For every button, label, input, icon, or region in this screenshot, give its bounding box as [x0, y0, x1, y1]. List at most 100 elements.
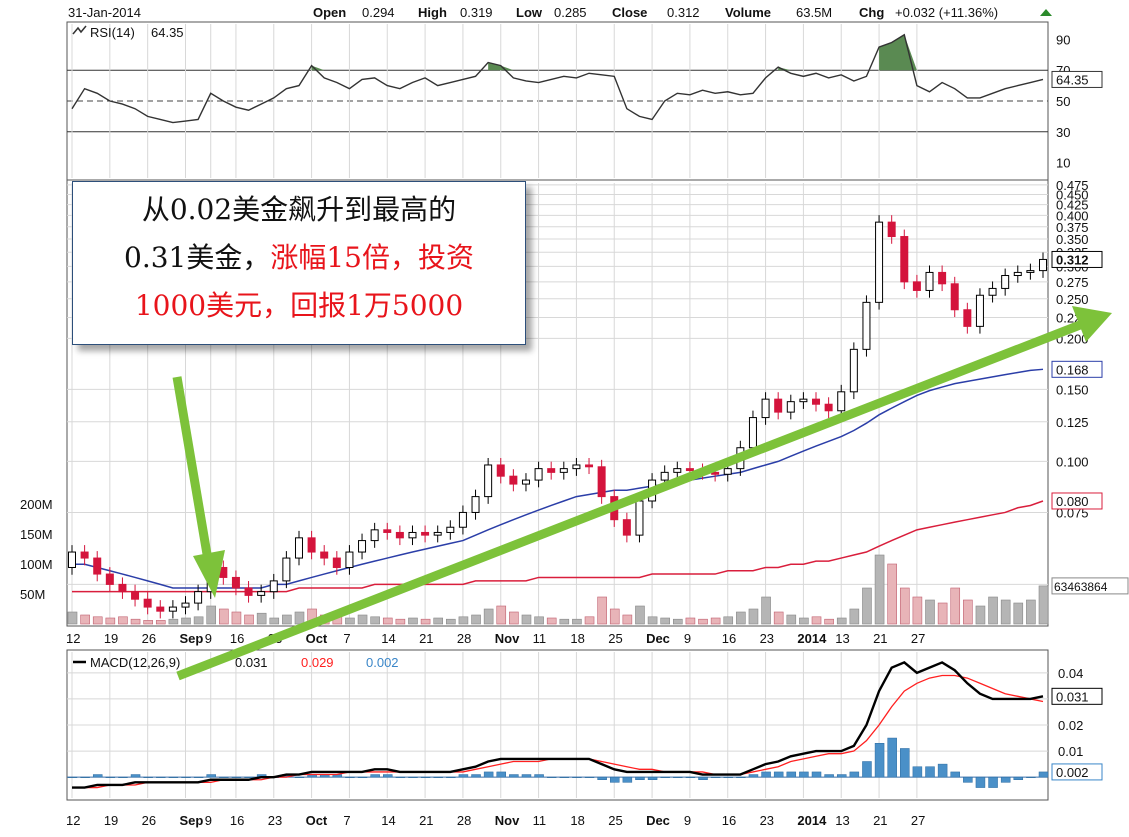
price-x-tick-label: 2014 [797, 631, 827, 646]
volume-bar [849, 608, 860, 625]
macd-histogram-bar [685, 776, 696, 778]
volume-bar [483, 608, 494, 625]
macd-histogram-bar [105, 776, 116, 778]
low-label: Low [516, 5, 543, 20]
volume-tick-label: 100M [20, 557, 53, 572]
macd-histogram-bar [597, 776, 607, 781]
price-x-tick-label: 16 [722, 631, 736, 646]
macd-histogram-bar [698, 776, 708, 781]
candle-body [950, 283, 959, 311]
candle-body [131, 591, 140, 600]
volume-tick-label: 200M [20, 497, 53, 512]
price-panel [66, 179, 1049, 627]
price-tick-label: 0.350 [1056, 232, 1089, 247]
price-tick-label: 0.400 [1056, 208, 1089, 223]
macd-x-tick-label: 18 [570, 813, 584, 828]
chg-label: Chg [859, 5, 884, 20]
rsi-layer [71, 33, 1044, 124]
candle-body [622, 519, 631, 536]
rsi-tick-label: 10 [1056, 156, 1070, 171]
macd-histogram-bar [925, 766, 935, 778]
macd-histogram-bar [824, 774, 834, 778]
volume-bar [231, 611, 242, 625]
price-badge-text: 0.312 [1056, 252, 1089, 267]
macd-x-tick-label: 13 [835, 813, 849, 828]
volume-label: Volume [725, 5, 771, 20]
price-badge [1051, 360, 1103, 378]
volume-bar [67, 611, 78, 625]
volume-bar [584, 616, 595, 625]
volume-bar [1013, 602, 1024, 625]
histogram-legend-value: 0.002 [366, 655, 399, 670]
price-badge [1051, 250, 1103, 268]
candle-body [345, 551, 354, 568]
annotation-line-3: 1000美元，回报1万5000 [134, 289, 464, 322]
volume-bar [622, 614, 633, 625]
candle-body [68, 551, 76, 568]
candle-body [1026, 270, 1035, 273]
price-x-tick-label: Dec [646, 631, 670, 646]
macd-histogram-bar [799, 771, 809, 778]
price-tick-label: 0.475 [1056, 178, 1089, 193]
annotation-line-2: 0.31美金，涨幅15倍，投资 [73, 234, 525, 282]
candle-body [849, 348, 858, 393]
macd-x-tick-label: 21 [873, 813, 887, 828]
macd-x-tick-label: 21 [419, 813, 433, 828]
macd-histogram-bar [635, 776, 645, 781]
candle-body [837, 391, 846, 412]
price-tick-label: 0.275 [1056, 275, 1089, 290]
volume-bar [294, 611, 305, 625]
volume-bar [534, 616, 544, 625]
macd-x-tick-label: 23 [760, 813, 774, 828]
candle-body [824, 403, 833, 412]
price-x-tick-label: 14 [381, 631, 395, 646]
candle-body [786, 401, 795, 413]
macd-histogram-bar [887, 737, 897, 778]
candle-body [282, 557, 291, 582]
macd-histogram-bar [168, 776, 179, 778]
candle-body [433, 531, 442, 536]
price-tick-label: 0.450 [1056, 187, 1089, 202]
volume-bar [168, 618, 179, 625]
volume-bar [130, 618, 141, 625]
volume-bar [118, 616, 128, 625]
volume-bar [105, 617, 116, 625]
price-badge-text: 0.168 [1056, 362, 1089, 377]
candle-body [875, 221, 884, 303]
macd-histogram-bar [67, 776, 78, 778]
rsi-line [71, 33, 1044, 124]
macd-histogram-bar [773, 771, 784, 778]
volume-bar [546, 617, 557, 625]
volume-bar [597, 596, 607, 625]
volume-bar [509, 611, 519, 625]
macd-histogram-bar [206, 774, 216, 778]
price-x-tick-label: 7 [343, 631, 350, 646]
volume-bar [1026, 599, 1036, 625]
volume-bar [155, 620, 166, 625]
macd-histogram-bar [584, 776, 595, 778]
price-tick-label: 0.150 [1056, 382, 1089, 397]
macd-tick-label: 0.04 [1058, 666, 1083, 681]
volume-bar [420, 618, 431, 625]
volume-bar [887, 563, 897, 625]
candle-body [900, 236, 909, 283]
macd-histogram-bar [509, 774, 519, 778]
macd-layer [67, 661, 1049, 789]
candle-body [521, 479, 530, 485]
annotation-line-1: 从0.02美金飙升到最高的 [141, 193, 457, 226]
candle-body [383, 529, 392, 533]
macd-histogram-bar [521, 774, 532, 778]
candle-body [812, 398, 821, 405]
macd-histogram-bar [723, 776, 733, 778]
volume-value: 63.5M [796, 5, 832, 20]
volume-bar [446, 618, 456, 625]
macd-histogram-bar [156, 776, 166, 778]
candle-body [1013, 271, 1022, 277]
volume-bar [471, 614, 481, 625]
rsi-last-badge [1051, 70, 1103, 88]
macd-histogram-bar [408, 776, 418, 778]
volume-bar [975, 605, 986, 625]
candle-body [105, 573, 114, 585]
macd-histogram-bar [80, 776, 90, 778]
macd-histogram-bar [219, 776, 229, 778]
